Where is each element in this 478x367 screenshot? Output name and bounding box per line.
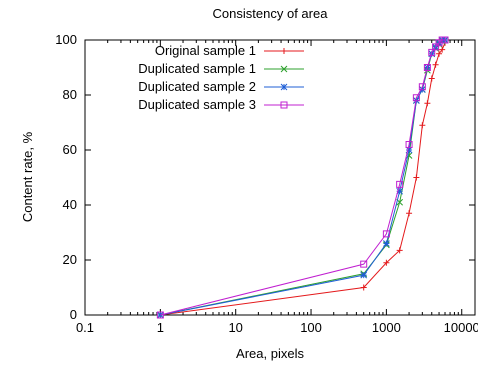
series-layer — [156, 36, 449, 319]
data-point — [396, 187, 404, 195]
legend-label: Duplicated sample 3 — [138, 97, 256, 112]
data-point — [396, 180, 404, 188]
x-tick-label: 100 — [300, 320, 322, 335]
data-point — [428, 75, 435, 82]
data-point — [280, 65, 288, 73]
data-point — [423, 64, 431, 71]
legend-label: Duplicated sample 1 — [138, 61, 256, 76]
data-point — [413, 174, 420, 181]
data-point — [424, 100, 431, 107]
y-tick-label: 80 — [63, 87, 77, 102]
y-tick-label: 20 — [63, 252, 77, 267]
plot-frame — [84, 39, 476, 316]
data-point — [432, 61, 439, 68]
data-point — [383, 259, 390, 266]
y-axis-label: Content rate, % — [20, 131, 35, 222]
data-point — [360, 260, 368, 268]
data-point — [405, 141, 413, 148]
legend-label: Original sample 1 — [155, 43, 256, 58]
x-tick-label: 10 — [228, 320, 242, 335]
data-point — [360, 284, 367, 291]
x-tick-label: 1 — [157, 320, 164, 335]
data-point — [405, 146, 413, 154]
data-point — [360, 271, 368, 279]
x-tick-label: 1000 — [372, 320, 401, 335]
chart-title: Consistency of area — [213, 6, 329, 21]
data-point — [383, 240, 390, 247]
data-point — [441, 36, 449, 44]
data-point — [412, 94, 420, 102]
legend: Original sample 1 Duplicated sample 1 Dupl… — [138, 43, 304, 112]
data-point — [280, 83, 288, 91]
data-point — [439, 46, 446, 53]
data-point — [156, 311, 164, 319]
data-point — [280, 101, 288, 109]
x-tick-label: 10000 — [444, 320, 478, 335]
data-point — [418, 83, 426, 91]
y-tick-label: 40 — [63, 197, 77, 212]
data-point — [436, 50, 443, 57]
axis-ticks: 0.1 1 10 100 1000 10000 0 20 40 60 80 100 — [55, 32, 478, 335]
data-point — [156, 311, 164, 319]
data-point — [428, 48, 436, 56]
y-tick-label: 60 — [63, 142, 77, 157]
data-point — [281, 48, 287, 54]
legend-label: Duplicated sample 2 — [138, 79, 256, 94]
x-axis-label: Area, pixels — [236, 346, 304, 361]
y-tick-label: 0 — [70, 307, 77, 322]
data-point — [396, 247, 403, 254]
data-point — [382, 230, 390, 238]
y-tick-label: 100 — [55, 32, 77, 47]
series-duplicated-sample-3 — [156, 36, 449, 319]
data-point — [406, 210, 413, 217]
x-tick-label: 0.1 — [76, 320, 94, 335]
data-point — [419, 122, 426, 129]
